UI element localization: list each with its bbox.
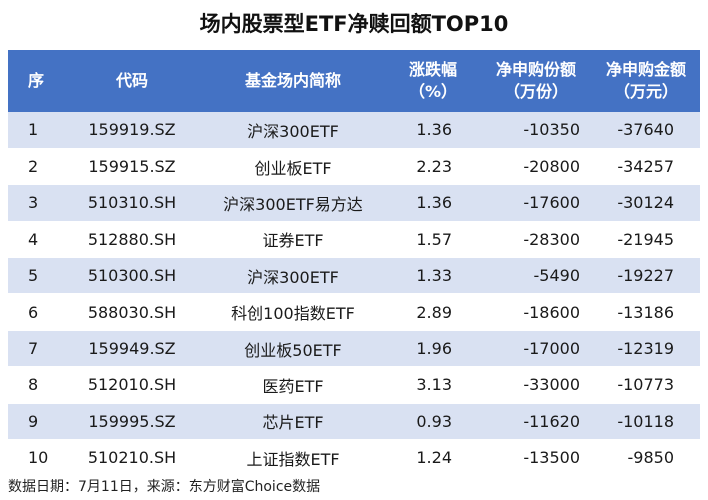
source-note: 数据日期：7月11日，来源：东方财富Choice数据 <box>8 479 321 495</box>
row-index: 4 <box>8 221 64 259</box>
fund-code: 510210.SH <box>64 439 200 477</box>
page-title: 场内股票型ETF净赎回额TOP10 <box>199 12 509 36</box>
net-subscription-amount: -19227 <box>592 257 700 295</box>
net-subscription-shares: -11620 <box>480 403 592 441</box>
table-row: 3 510310.SH 沪深300ETF易方达 1.36 -17600 -30124 <box>8 184 700 222</box>
net-subscription-shares: -13500 <box>480 439 592 477</box>
row-index: 3 <box>8 184 64 222</box>
table-row: 1 159919.SZ 沪深300ETF 1.36 -10350 -37640 <box>8 112 700 149</box>
fund-name: 沪深300ETF <box>200 257 386 295</box>
header-idx: 序 <box>27 71 44 90</box>
net-subscription-amount: -12319 <box>592 330 700 368</box>
header-net-amount: 净申购金额 （万元） <box>592 50 700 112</box>
net-subscription-amount: -10773 <box>592 366 700 404</box>
row-index: 10 <box>8 439 64 477</box>
change-percent: 1.36 <box>386 112 480 149</box>
row-index: 2 <box>8 148 64 186</box>
net-subscription-amount: -34257 <box>592 148 700 186</box>
net-subscription-shares: -20800 <box>480 148 592 186</box>
fund-code: 588030.SH <box>64 293 200 331</box>
row-index: 1 <box>8 112 64 149</box>
header-change-line1: 涨跌幅 <box>408 60 457 79</box>
etf-table: 序 代码 基金场内简称 涨跌幅 （%） 净申购份额 （万份） 净申购金额 （万元） 1… <box>8 50 700 477</box>
fund-name: 科创100指数ETF <box>200 293 386 331</box>
change-percent: 1.24 <box>386 439 480 477</box>
fund-code: 159915.SZ <box>64 148 200 186</box>
fund-code: 512010.SH <box>64 366 200 404</box>
net-subscription-shares: -33000 <box>480 366 592 404</box>
row-index: 7 <box>8 330 64 368</box>
net-subscription-amount: -21945 <box>592 221 700 259</box>
table-row: 4 512880.SH 证券ETF 1.57 -28300 -21945 <box>8 221 700 259</box>
fund-code: 159949.SZ <box>64 330 200 368</box>
change-percent: 1.96 <box>386 330 480 368</box>
fund-code: 510310.SH <box>64 184 200 222</box>
fund-code: 510300.SH <box>64 257 200 295</box>
net-subscription-amount: -10118 <box>592 403 700 441</box>
fund-code: 159995.SZ <box>64 403 200 441</box>
change-percent: 2.23 <box>386 148 480 186</box>
fund-name: 创业板50ETF <box>200 330 386 368</box>
header-net-shares: 净申购份额 （万份） <box>480 50 592 112</box>
table-header-row: 序 代码 基金场内简称 涨跌幅 （%） 净申购份额 （万份） 净申购金额 （万元） <box>8 50 700 112</box>
change-percent: 1.57 <box>386 221 480 259</box>
header-code: 代码 <box>115 71 148 90</box>
table-row: 7 159949.SZ 创业板50ETF 1.96 -17000 -12319 <box>8 330 700 368</box>
net-subscription-shares: -17600 <box>480 184 592 222</box>
header-net-shares-line1: 净申购份额 <box>495 60 576 79</box>
table-body: 1 159919.SZ 沪深300ETF 1.36 -10350 -37640 2 15991… <box>8 112 700 477</box>
net-subscription-shares: -10350 <box>480 112 592 149</box>
header-net-shares-line2: （万份） <box>503 82 568 101</box>
net-subscription-amount: -37640 <box>592 112 700 149</box>
row-index: 8 <box>8 366 64 404</box>
net-subscription-amount: -13186 <box>592 293 700 331</box>
net-subscription-amount: -9850 <box>592 439 700 477</box>
fund-name: 上证指数ETF <box>200 439 386 477</box>
header-change-line2: （%） <box>408 82 458 101</box>
net-subscription-shares: -28300 <box>480 221 592 259</box>
fund-name: 沪深300ETF <box>200 112 386 149</box>
header-net-amount-line2: （万元） <box>613 82 678 101</box>
change-percent: 2.89 <box>386 293 480 331</box>
header-name: 基金场内简称 <box>244 71 341 90</box>
table-row: 5 510300.SH 沪深300ETF 1.33 -5490 -19227 <box>8 257 700 295</box>
table-row: 8 512010.SH 医药ETF 3.13 -33000 -10773 <box>8 366 700 404</box>
change-percent: 1.36 <box>386 184 480 222</box>
fund-code: 159919.SZ <box>64 112 200 149</box>
table-row: 2 159915.SZ 创业板ETF 2.23 -20800 -34257 <box>8 148 700 186</box>
change-percent: 1.33 <box>386 257 480 295</box>
table-row: 10 510210.SH 上证指数ETF 1.24 -13500 -9850 <box>8 439 700 477</box>
fund-name: 芯片ETF <box>200 403 386 441</box>
row-index: 6 <box>8 293 64 331</box>
change-percent: 3.13 <box>386 366 480 404</box>
net-subscription-shares: -18600 <box>480 293 592 331</box>
fund-name: 沪深300ETF易方达 <box>200 184 386 222</box>
table-row: 9 159995.SZ 芯片ETF 0.93 -11620 -10118 <box>8 403 700 441</box>
fund-code: 512880.SH <box>64 221 200 259</box>
net-subscription-shares: -17000 <box>480 330 592 368</box>
net-subscription-shares: -5490 <box>480 257 592 295</box>
fund-name: 创业板ETF <box>200 148 386 186</box>
table-row: 6 588030.SH 科创100指数ETF 2.89 -18600 -13186 <box>8 293 700 331</box>
header-net-amount-line1: 净申购金额 <box>605 60 686 79</box>
fund-name: 医药ETF <box>200 366 386 404</box>
net-subscription-amount: -30124 <box>592 184 700 222</box>
row-index: 5 <box>8 257 64 295</box>
fund-name: 证券ETF <box>200 221 386 259</box>
header-change: 涨跌幅 （%） <box>386 50 480 112</box>
row-index: 9 <box>8 403 64 441</box>
change-percent: 0.93 <box>386 403 480 441</box>
